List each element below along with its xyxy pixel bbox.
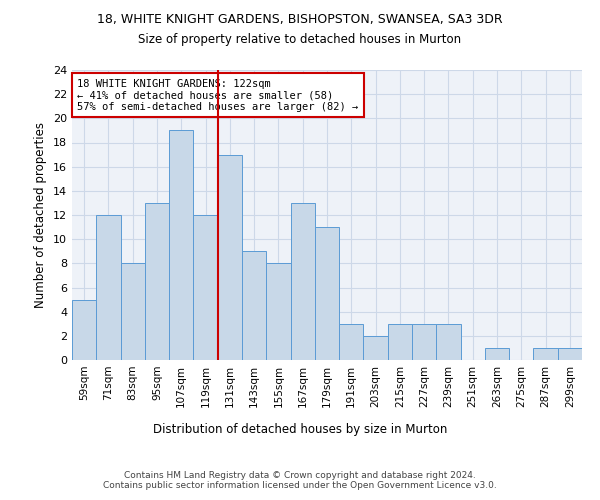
Bar — [145, 203, 169, 360]
Bar — [193, 215, 218, 360]
Bar — [218, 154, 242, 360]
Bar — [388, 324, 412, 360]
Bar — [533, 348, 558, 360]
Bar — [339, 324, 364, 360]
Bar — [436, 324, 461, 360]
Y-axis label: Number of detached properties: Number of detached properties — [34, 122, 47, 308]
Text: Distribution of detached houses by size in Murton: Distribution of detached houses by size … — [153, 422, 447, 436]
Bar — [242, 251, 266, 360]
Bar — [315, 227, 339, 360]
Bar — [412, 324, 436, 360]
Bar — [485, 348, 509, 360]
Text: Size of property relative to detached houses in Murton: Size of property relative to detached ho… — [139, 32, 461, 46]
Bar — [266, 264, 290, 360]
Bar — [96, 215, 121, 360]
Bar — [364, 336, 388, 360]
Bar — [558, 348, 582, 360]
Bar — [290, 203, 315, 360]
Bar — [72, 300, 96, 360]
Bar — [169, 130, 193, 360]
Text: Contains HM Land Registry data © Crown copyright and database right 2024.
Contai: Contains HM Land Registry data © Crown c… — [103, 470, 497, 490]
Text: 18, WHITE KNIGHT GARDENS, BISHOPSTON, SWANSEA, SA3 3DR: 18, WHITE KNIGHT GARDENS, BISHOPSTON, SW… — [97, 12, 503, 26]
Bar — [121, 264, 145, 360]
Text: 18 WHITE KNIGHT GARDENS: 122sqm
← 41% of detached houses are smaller (58)
57% of: 18 WHITE KNIGHT GARDENS: 122sqm ← 41% of… — [77, 78, 358, 112]
